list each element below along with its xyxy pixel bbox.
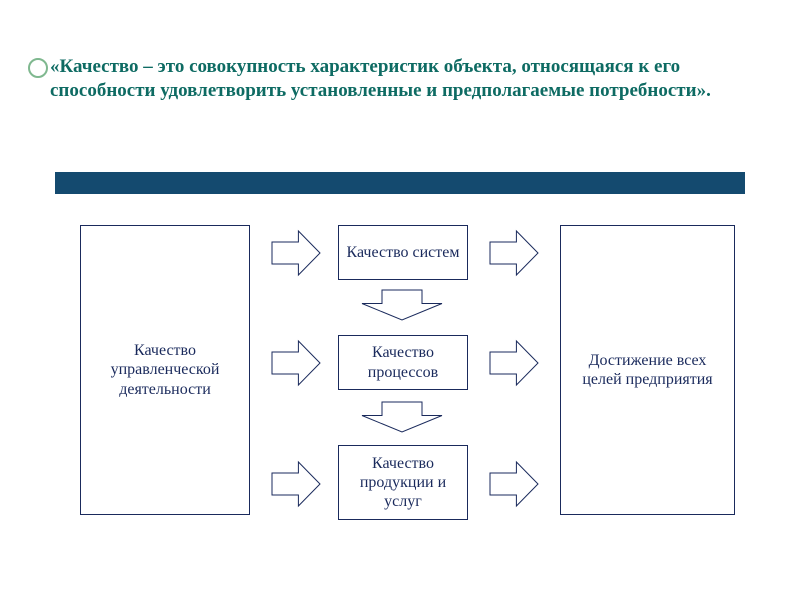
box-left-label: Качество управленческой деятельности <box>87 341 243 399</box>
bullet-icon <box>28 58 48 78</box>
box-mid-bot: Качество продукции и услуг <box>338 445 468 520</box>
slide: «Качество – это совокупность характерист… <box>0 0 800 600</box>
box-mid-mid: Качество процессов <box>338 335 468 390</box>
slide-title: «Качество – это совокупность характерист… <box>50 55 750 103</box>
box-mid-top-label: Качество систем <box>347 243 460 262</box>
box-mid-bot-label: Качество продукции и услуг <box>345 454 461 512</box>
box-mid-top: Качество систем <box>338 225 468 280</box>
box-mid-mid-label: Качество процессов <box>345 343 461 381</box>
box-left: Качество управленческой деятельности <box>80 225 250 515</box>
box-right: Достижение всех целей предприятия <box>560 225 735 515</box>
title-underline-bar <box>55 172 745 194</box>
box-right-label: Достижение всех целей предприятия <box>567 351 728 389</box>
